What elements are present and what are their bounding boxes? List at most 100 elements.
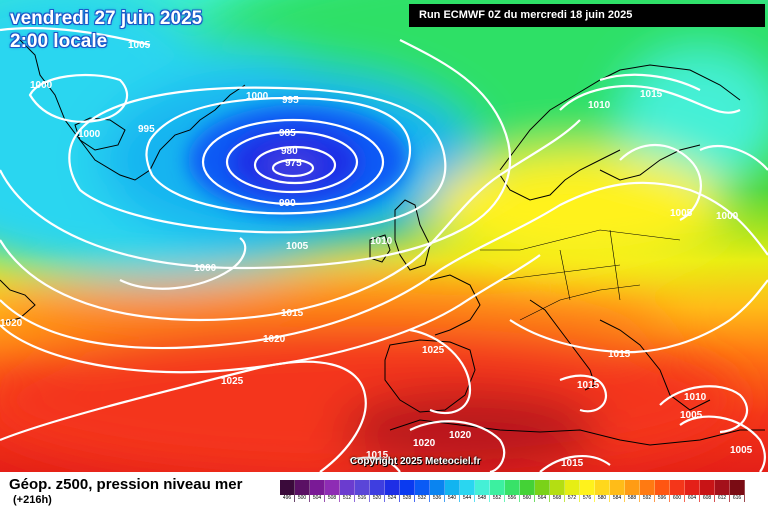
scale-value-label: 536 <box>430 495 444 502</box>
isobar-label: 1005 <box>128 40 151 51</box>
isobar-1010-ne <box>559 84 741 114</box>
scale-value-label: 596 <box>655 495 669 502</box>
isobar-1005-south <box>349 456 401 472</box>
scale-value-label: 552 <box>490 495 504 502</box>
scale-value-label: 544 <box>460 495 474 502</box>
scale-swatch: 552 <box>490 480 505 502</box>
isobar-1000-nw <box>28 73 129 123</box>
isobar-label: 995 <box>282 95 299 106</box>
isobar-1000-west <box>119 237 247 290</box>
isobar-1015-africa <box>539 454 611 472</box>
scale-swatch: 580 <box>595 480 610 502</box>
isobar-labels: 1005 1000 995 1000 995 1000 985 980 975 … <box>0 40 753 469</box>
product-title: Géop. z500, pression niveau mer <box>9 476 243 493</box>
scale-swatch: 584 <box>610 480 625 502</box>
isobar-label: 1005 <box>670 208 693 219</box>
scale-swatch: 572 <box>565 480 580 502</box>
isobar-label: 1020 <box>263 334 286 345</box>
isobars <box>0 27 768 472</box>
isobar-980 <box>253 145 337 185</box>
isobar-label: 1000 <box>246 91 269 102</box>
scale-swatch: 540 <box>445 480 460 502</box>
scale-swatch: 604 <box>685 480 700 502</box>
isobar-label: 1005 <box>730 445 753 456</box>
scale-swatch: 596 <box>655 480 670 502</box>
isobar-label: 1020 <box>413 438 436 449</box>
isobar-label: 1000 <box>716 211 739 222</box>
scale-value-label: 556 <box>505 495 519 502</box>
scale-swatch: 512 <box>340 480 355 502</box>
color-scale-legend: 496 500 504 508 512 516 520 524 528 532 536 540 544 5… <box>280 480 745 502</box>
scale-swatch: 508 <box>325 480 340 502</box>
scale-value-label: 584 <box>610 495 624 502</box>
isobar-label: 1020 <box>0 318 23 329</box>
scale-value-label: 548 <box>475 495 489 502</box>
isobar-1025-atl <box>0 360 367 472</box>
newfoundland-coast <box>0 279 36 323</box>
scale-value-label: 528 <box>400 495 414 502</box>
scale-swatch: 516 <box>355 480 370 502</box>
balkans-coast <box>599 319 711 411</box>
scale-value-label: 572 <box>565 495 579 502</box>
isobar-1000-low <box>68 86 447 234</box>
scale-swatch: 528 <box>400 480 415 502</box>
isobar-label: 995 <box>138 124 155 135</box>
isobar-label: 975 <box>285 158 302 169</box>
field-darkred-africa <box>340 390 600 470</box>
isobar-label: 1015 <box>577 380 600 391</box>
scale-value-label: 504 <box>310 495 324 502</box>
scale-value-label: 532 <box>415 495 429 502</box>
field-teal-ne <box>620 50 768 190</box>
isobar-1010-east <box>659 385 749 434</box>
forecast-date-title: vendredi 27 juin 2025 <box>10 8 203 29</box>
isobar-label: 980 <box>281 146 298 157</box>
greenland-coast <box>19 39 246 181</box>
isobar-label: 990 <box>279 198 296 209</box>
isobar-1015 <box>0 181 768 350</box>
scale-swatch: 608 <box>700 480 715 502</box>
scale-value-label: 600 <box>670 495 684 502</box>
france-coast <box>429 274 481 336</box>
forecast-time-title: 2:00 locale <box>10 31 108 52</box>
isobar-label: 1020 <box>449 430 472 441</box>
scale-swatch: 576 <box>580 480 595 502</box>
scale-swatch: 524 <box>385 480 400 502</box>
isobar-label: 1015 <box>608 349 631 360</box>
isobar-1015-sicily <box>559 374 608 413</box>
scale-value-label: 540 <box>445 495 459 502</box>
weather-map: 1005 1000 995 1000 995 1000 985 980 975 … <box>0 0 768 472</box>
scale-swatch: 556 <box>505 480 520 502</box>
isobar-label: 1015 <box>561 458 584 469</box>
scale-value-label: 592 <box>640 495 654 502</box>
isobar-label: 1010 <box>370 236 393 247</box>
scale-value-label: 576 <box>580 495 594 502</box>
isobar-985 <box>225 130 359 194</box>
copyright-text: Copyright 2025 Meteociel.fr <box>350 456 481 467</box>
isobar-label: 1000 <box>194 263 217 274</box>
scale-value-label: 580 <box>595 495 609 502</box>
scale-swatch: 500 <box>295 480 310 502</box>
scale-value-label: 604 <box>685 495 699 502</box>
italy-coast <box>529 299 596 391</box>
scale-value-label: 568 <box>550 495 564 502</box>
isobar-label: 1010 <box>684 392 707 403</box>
isobar-1020-africa <box>409 420 506 472</box>
isobar-1000-ne <box>699 145 768 171</box>
isobar-label: 1005 <box>286 241 309 252</box>
scale-value-label: 496 <box>280 495 294 502</box>
scale-value-label: 512 <box>340 495 354 502</box>
scale-swatch: 560 <box>520 480 535 502</box>
isobar-label: 1010 <box>588 100 611 111</box>
scale-value-label: 516 <box>355 495 369 502</box>
coastlines <box>0 39 765 446</box>
isobar-995-low <box>145 96 412 215</box>
scale-value-label: 608 <box>700 495 714 502</box>
isobar-1025-iberia <box>409 328 472 415</box>
scale-swatch: 588 <box>625 480 640 502</box>
britain-coast <box>394 199 431 271</box>
scale-value-label: 508 <box>325 495 339 502</box>
iberia-coast <box>384 339 476 413</box>
scale-swatch: 616 <box>730 480 745 502</box>
isobar-label: 1025 <box>221 376 244 387</box>
